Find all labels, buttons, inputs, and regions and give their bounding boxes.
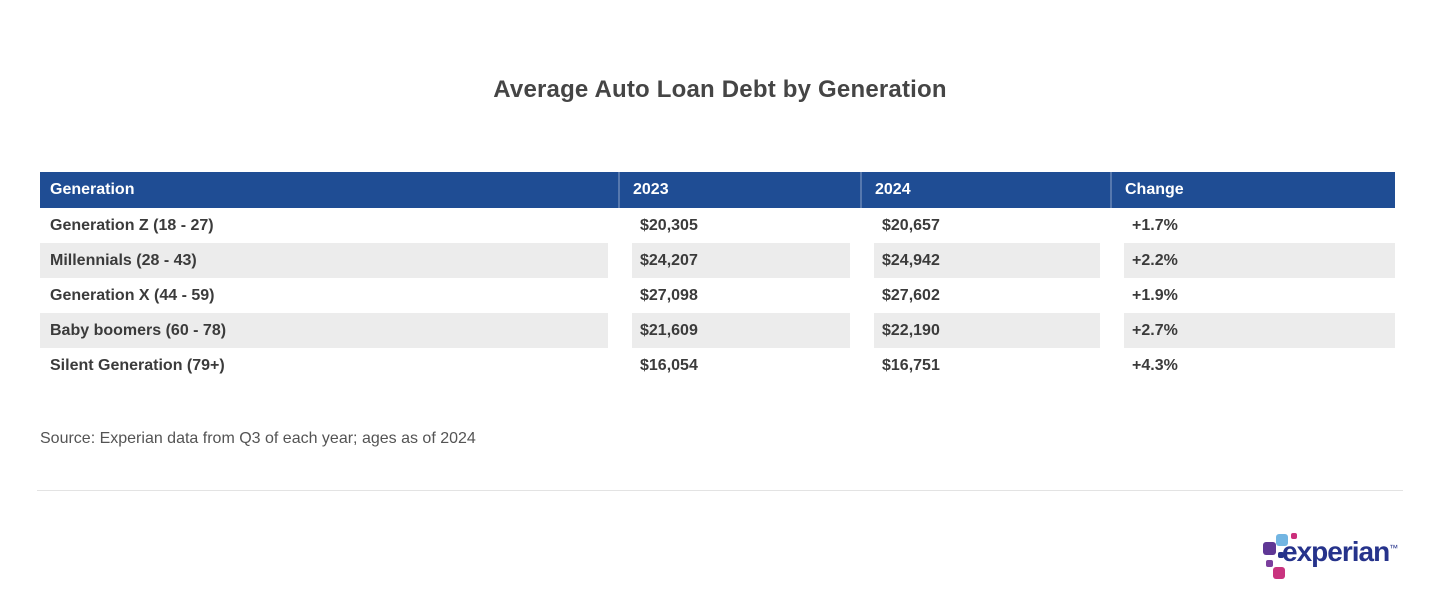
- table-cell: $16,751: [860, 348, 1110, 383]
- table-cell: +1.7%: [1110, 208, 1395, 243]
- table-cell: Millennials (28 - 43): [40, 243, 618, 278]
- column-header-generation: Generation: [50, 181, 135, 198]
- table-cell: Silent Generation (79+): [40, 348, 618, 383]
- experian-dot-pink-icon: [1273, 567, 1285, 579]
- trademark-symbol: ™: [1389, 543, 1399, 553]
- table-cell: +2.7%: [1110, 313, 1395, 348]
- column-header-2024: 2024: [860, 172, 1110, 208]
- column-header-2023: 2023: [618, 172, 860, 208]
- page-title: Average Auto Loan Debt by Generation: [493, 76, 947, 103]
- table-cell: $27,602: [860, 278, 1110, 313]
- experian-dot-navy-icon: [1278, 552, 1284, 558]
- table-cell: $20,657: [860, 208, 1110, 243]
- generation-debt-table: Generation 2023 2024 Change Generation Z…: [40, 172, 1395, 383]
- table-cell: $21,609: [618, 313, 860, 348]
- experian-dot-purple-icon: [1263, 542, 1276, 555]
- table-row: Generation X (44 - 59) $27,098 $27,602 +1.9…: [40, 278, 1395, 313]
- experian-dot-violet-small-icon: [1266, 560, 1273, 567]
- table-cell: +2.2%: [1110, 243, 1395, 278]
- table-cell: Generation X (44 - 59): [40, 278, 618, 313]
- table-cell: +4.3%: [1110, 348, 1395, 383]
- table-cell: $24,207: [618, 243, 860, 278]
- experian-wordmark: experian™: [1282, 536, 1399, 567]
- table-row: Silent Generation (79+) $16,054 $16,751 +4.…: [40, 348, 1395, 383]
- experian-dot-blue-icon: [1276, 534, 1288, 546]
- table-cell: Generation Z (18 - 27): [40, 208, 618, 243]
- table-cell: $20,305: [618, 208, 860, 243]
- table-row: Generation Z (18 - 27) $20,305 $20,657 +1.7…: [40, 208, 1395, 243]
- table-cell: $24,942: [860, 243, 1110, 278]
- table-body: Generation Z (18 - 27) $20,305 $20,657 +1.7…: [40, 208, 1395, 383]
- experian-logo: experian™: [1262, 529, 1407, 585]
- experian-dot-magenta-small-icon: [1291, 533, 1297, 539]
- table-cell: $27,098: [618, 278, 860, 313]
- table-row: Baby boomers (60 - 78) $21,609 $22,190 +2.7…: [40, 313, 1395, 348]
- table-cell: +1.9%: [1110, 278, 1395, 313]
- source-note: Source: Experian data from Q3 of each ye…: [40, 430, 476, 447]
- table-cell: Baby boomers (60 - 78): [40, 313, 618, 348]
- table-row: Millennials (28 - 43) $24,207 $24,942 +2.2%: [40, 243, 1395, 278]
- table-cell: $22,190: [860, 313, 1110, 348]
- column-header-change: Change: [1110, 172, 1395, 208]
- table-header-row: Generation 2023 2024 Change: [40, 172, 1395, 208]
- table-cell: $16,054: [618, 348, 860, 383]
- footer-divider: [37, 490, 1403, 491]
